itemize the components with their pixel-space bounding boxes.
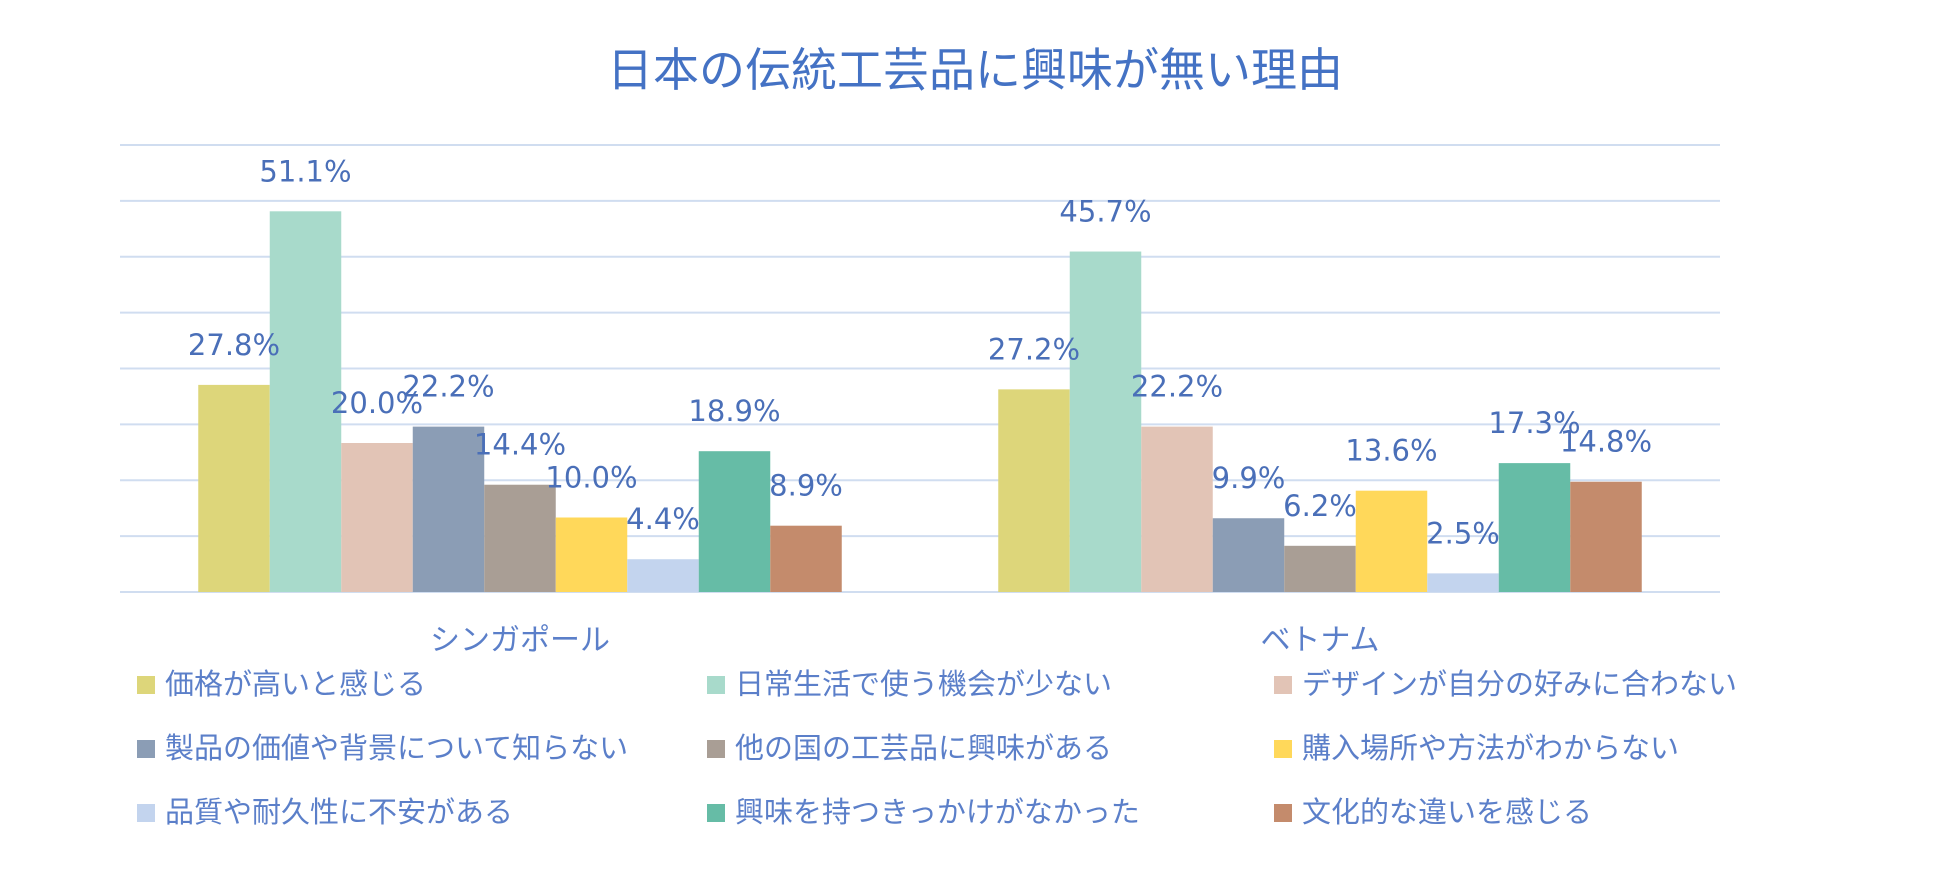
bar <box>770 525 842 592</box>
data-label: 13.6% <box>1345 434 1437 468</box>
data-label: 20.0% <box>331 386 423 420</box>
legend-label: 文化的な違いを感じる <box>1302 795 1592 829</box>
legend-swatch <box>707 740 725 758</box>
bar <box>1570 481 1642 592</box>
bar <box>484 484 556 592</box>
bar <box>198 384 270 592</box>
bar <box>1284 545 1356 592</box>
data-label: 14.4% <box>474 428 566 462</box>
legend-swatch <box>707 676 725 694</box>
data-label: 18.9% <box>688 394 780 428</box>
legend: 価格が高いと感じる 日常生活で使う機会が少ない デザインが自分の好みに合わない製品の… <box>137 667 1737 829</box>
data-label: 2.5% <box>1426 516 1500 550</box>
bar <box>269 211 342 592</box>
legend-swatch <box>707 804 725 822</box>
legend-label: 品質や耐久性に不安がある <box>165 795 513 829</box>
bar <box>1355 490 1428 592</box>
bar <box>412 426 485 592</box>
bar <box>1212 518 1285 592</box>
data-label: 14.8% <box>1560 425 1652 459</box>
legend-label: 購入場所や方法がわからない <box>1302 731 1679 765</box>
legend-swatch <box>137 740 155 758</box>
data-label: 8.9% <box>769 469 843 503</box>
data-label: 22.2% <box>1131 370 1223 404</box>
data-label: 6.2% <box>1283 489 1357 523</box>
bar <box>698 451 771 592</box>
data-label: 45.7% <box>1059 195 1151 229</box>
chart-title: 日本の伝統工芸品に興味が無い理由 <box>607 43 1343 97</box>
legend-swatch <box>1274 740 1292 758</box>
data-label: 27.8% <box>188 328 280 362</box>
bar <box>1069 251 1142 592</box>
bar <box>998 389 1070 592</box>
bar <box>341 443 413 592</box>
bar <box>555 517 628 592</box>
bars <box>198 211 1642 592</box>
legend-swatch <box>137 804 155 822</box>
legend-label: 興味を持つきっかけがなかった <box>735 795 1140 829</box>
data-label: 9.9% <box>1212 461 1286 495</box>
legend-label: 日常生活で使う機会が少ない <box>735 667 1112 701</box>
data-label: 4.4% <box>626 502 700 536</box>
legend-label: 価格が高いと感じる <box>165 667 426 701</box>
data-label: 10.0% <box>545 461 637 495</box>
category-label: シンガポール <box>430 623 610 658</box>
bar <box>1141 426 1213 592</box>
bar <box>1498 463 1571 592</box>
data-labels: 27.8%51.1%20.0%22.2%14.4%10.0%4.4%18.9%8… <box>188 154 1652 550</box>
data-label: 17.3% <box>1488 406 1580 440</box>
legend-swatch <box>1274 804 1292 822</box>
legend-label: デザインが自分の好みに合わない <box>1302 667 1737 701</box>
legend-swatch <box>137 676 155 694</box>
bar <box>627 559 699 592</box>
category-label: ベトナム <box>1260 623 1379 658</box>
legend-label: 他の国の工芸品に興味がある <box>735 731 1112 765</box>
category-labels: シンガポール ベトナム <box>430 623 1380 658</box>
data-label: 27.2% <box>988 332 1080 366</box>
data-label: 51.1% <box>259 154 351 188</box>
data-label: 22.2% <box>402 370 494 404</box>
legend-swatch <box>1274 676 1292 694</box>
legend-label: 製品の価値や背景について知らない <box>165 731 628 765</box>
bar <box>1427 573 1499 592</box>
